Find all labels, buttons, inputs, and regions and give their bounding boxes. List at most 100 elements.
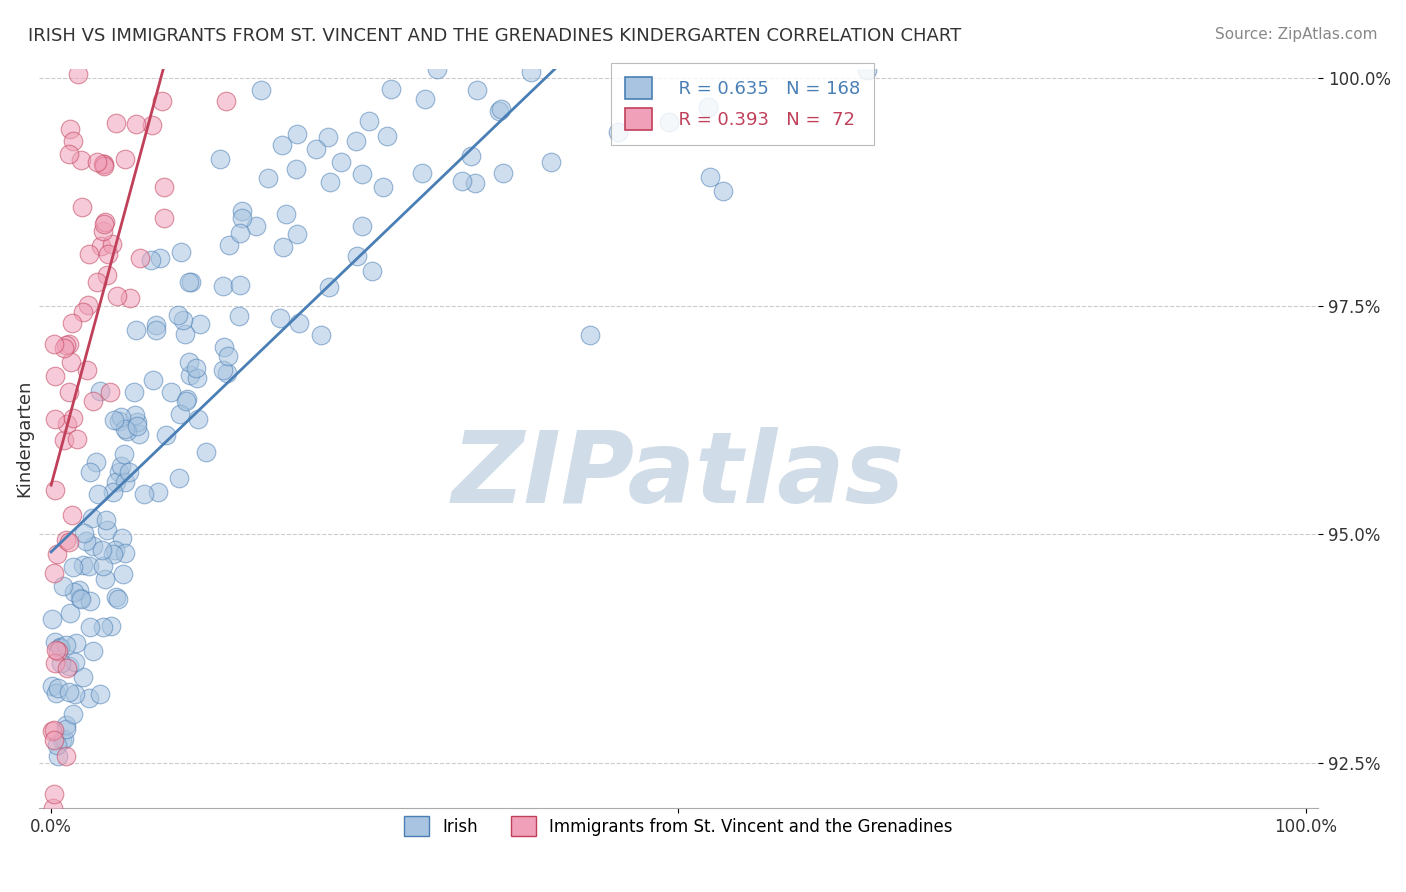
Point (489, 102, 512, 116)
Point (98, 25, 121, 39)
Point (195, 445, 218, 459)
Point (58, 336, 80, 351)
Point (568, 47, 591, 62)
Point (42, 801, 65, 815)
Point (72, 304, 94, 318)
Point (606, 125, 628, 139)
Point (94, 215, 117, 229)
Point (112, 446, 135, 460)
Point (309, 327, 332, 342)
Point (128, 427, 150, 442)
Point (217, 366, 239, 380)
Point (245, 219, 267, 234)
Point (52, 731, 75, 746)
Point (52, 579, 75, 593)
Point (110, 458, 132, 473)
Point (84, 455, 107, 469)
Point (41, 612, 63, 626)
Point (63, 584, 86, 599)
Point (146, 485, 169, 500)
Point (184, 361, 207, 376)
Point (100, 618, 122, 632)
Point (271, 240, 294, 254)
Point (173, 327, 195, 342)
Point (288, 316, 311, 330)
Point (675, 25, 697, 39)
Point (305, 142, 328, 156)
Point (229, 226, 252, 240)
Point (411, 166, 433, 180)
Point (91, 543, 114, 558)
Point (55, 718, 77, 732)
Point (97, 246, 120, 260)
Point (44, 732, 66, 747)
Point (60, 355, 83, 369)
Point (177, 355, 200, 369)
Point (271, 138, 294, 153)
Point (86, 275, 108, 289)
Point (59, 122, 82, 136)
Point (276, 207, 298, 221)
Point (855, 62, 877, 77)
Point (128, 25, 150, 39)
Point (104, 543, 127, 558)
Point (172, 313, 194, 327)
Point (55, 723, 77, 737)
Point (76, 362, 98, 376)
Point (70, 200, 93, 214)
Point (380, 82, 402, 96)
Point (108, 466, 131, 480)
Point (215, 94, 238, 108)
Point (77, 690, 100, 705)
Point (141, 119, 163, 133)
Point (224, 25, 246, 39)
Point (63, 655, 86, 669)
Point (89, 687, 111, 701)
Point (352, 219, 374, 233)
Point (56, 417, 79, 431)
Point (450, 174, 472, 188)
Point (62, 706, 84, 721)
Point (45, 547, 67, 561)
Point (62, 559, 84, 574)
Point (107, 591, 129, 606)
Point (257, 170, 280, 185)
Point (217, 349, 239, 363)
Point (187, 411, 209, 425)
Point (419, 25, 441, 39)
Point (115, 424, 138, 438)
Point (96, 523, 118, 537)
Point (125, 117, 148, 131)
Legend: Irish, Immigrants from St. Vincent and the Grenadines: Irish, Immigrants from St. Vincent and t… (395, 807, 962, 845)
Point (114, 475, 136, 489)
Point (285, 227, 308, 241)
Point (488, 103, 510, 118)
Point (44, 635, 66, 649)
Point (208, 152, 231, 166)
Point (89, 384, 111, 399)
Point (122, 384, 145, 399)
Point (104, 591, 127, 605)
Point (101, 25, 124, 39)
Point (520, 65, 543, 79)
Point (697, 100, 720, 114)
Point (373, 180, 395, 194)
Point (103, 413, 125, 427)
Point (101, 547, 124, 561)
Point (105, 289, 128, 303)
Point (838, 25, 860, 39)
Point (60, 508, 83, 522)
Point (44, 368, 66, 383)
Point (55, 749, 77, 764)
Point (460, 149, 482, 163)
Point (350, 167, 373, 181)
Point (269, 310, 291, 325)
Point (150, 94, 173, 108)
Point (58, 384, 80, 399)
Point (415, 92, 437, 106)
Point (58, 684, 80, 698)
Point (98, 385, 121, 400)
Point (110, 409, 132, 424)
Point (58, 146, 80, 161)
Point (44, 483, 66, 498)
